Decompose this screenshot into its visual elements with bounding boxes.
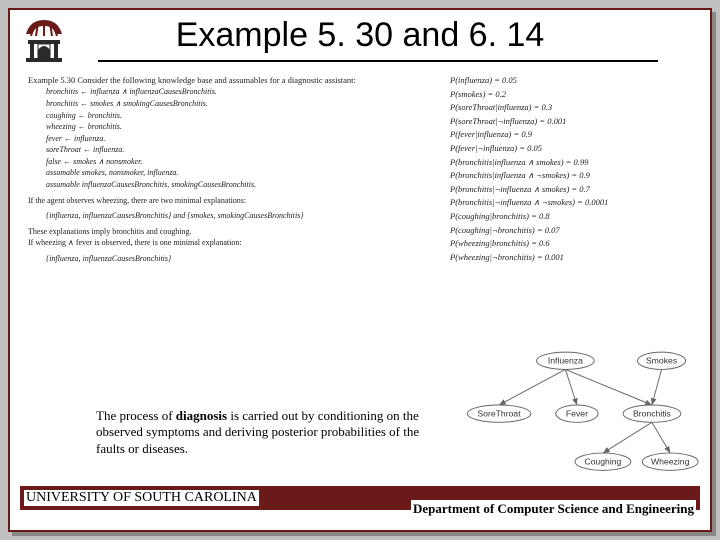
prob-line: P(fever|influenza) = 0.9 [450,128,695,142]
prob-line: P(soreThroat|¬influenza) = 0.001 [450,115,695,129]
title-underline [98,60,658,62]
example-header: Example 5.30 Consider the following know… [28,74,418,86]
prob-line: P(influenza) = 0.05 [450,74,695,88]
footer-university: UNIVERSITY OF SOUTH CAROLINA [24,490,259,506]
svg-text:SoreThroat: SoreThroat [477,409,521,419]
svg-text:Fever: Fever [566,409,588,419]
rule: coughing ← bronchitis. [28,110,418,122]
rule: bronchitis ← influenza ∧ influenzaCauses… [28,86,418,98]
prob-line: P(bronchitis|influenza ∧ smokes) = 0.99 [450,156,695,170]
svg-text:Coughing: Coughing [584,457,621,467]
rule: assumable influenzaCausesBronchitis, smo… [28,179,418,191]
prob-line: P(coughing|bronchitis) = 0.8 [450,210,695,224]
svg-text:Influenza: Influenza [548,356,583,366]
example-mid3: If wheezing ∧ fever is observed, there i… [28,237,418,249]
rule: assumable smokes, nonsmoker, influenza. [28,167,418,179]
prob-line: P(soreThroat|influenza) = 0.3 [450,101,695,115]
prob-line: P(bronchitis|¬influenza ∧ smokes) = 0.7 [450,183,695,197]
bold-word: diagnosis [176,408,227,423]
svg-text:Wheezing: Wheezing [651,457,690,467]
probability-list: P(influenza) = 0.05 P(smokes) = 0.2 P(so… [450,74,695,264]
rule: bronchitis ← smokes ∧ smokingCausesBronc… [28,98,418,110]
explanation: {influenza, influenzaCausesBronchitis} a… [28,210,418,222]
example-block: Example 5.30 Consider the following know… [28,74,418,265]
prob-line: P(bronchitis|influenza ∧ ¬smokes) = 0.9 [450,169,695,183]
prob-line: P(wheezing|bronchitis) = 0.6 [450,237,695,251]
slide-title: Example 5. 30 and 6. 14 [10,16,710,55]
slide-frame: Example 5. 30 and 6. 14 Example 5.30 Con… [8,8,712,532]
rule: wheezing ← bronchitis. [28,121,418,133]
rule: false ← smokes ∧ nonsmoker. [28,156,418,168]
prob-line: P(bronchitis|¬influenza ∧ ¬smokes) = 0.0… [450,196,695,210]
bayes-net-diagram: Influenza Smokes SoreThroat Fever Bronchitis… [450,330,700,480]
example-mid: If the agent observes wheezing, there ar… [28,195,418,207]
prob-line: P(wheezing|¬bronchitis) = 0.001 [450,251,695,265]
footer-department: Department of Computer Science and Engin… [411,500,696,518]
rule: fever ← influenza. [28,133,418,145]
rule: soreThroat ← influenza. [28,144,418,156]
prob-line: P(smokes) = 0.2 [450,88,695,102]
process-text: The process of diagnosis is carried out … [96,408,426,457]
prob-line: P(fever|¬influenza) = 0.05 [450,142,695,156]
explanation: {influenza, influenzaCausesBronchitis} [28,253,418,265]
svg-text:Smokes: Smokes [646,356,678,366]
example-mid2: These explanations imply bronchitis and … [28,226,418,238]
svg-text:Bronchitis: Bronchitis [633,409,672,419]
prob-line: P(coughing|¬bronchitis) = 0.07 [450,224,695,238]
